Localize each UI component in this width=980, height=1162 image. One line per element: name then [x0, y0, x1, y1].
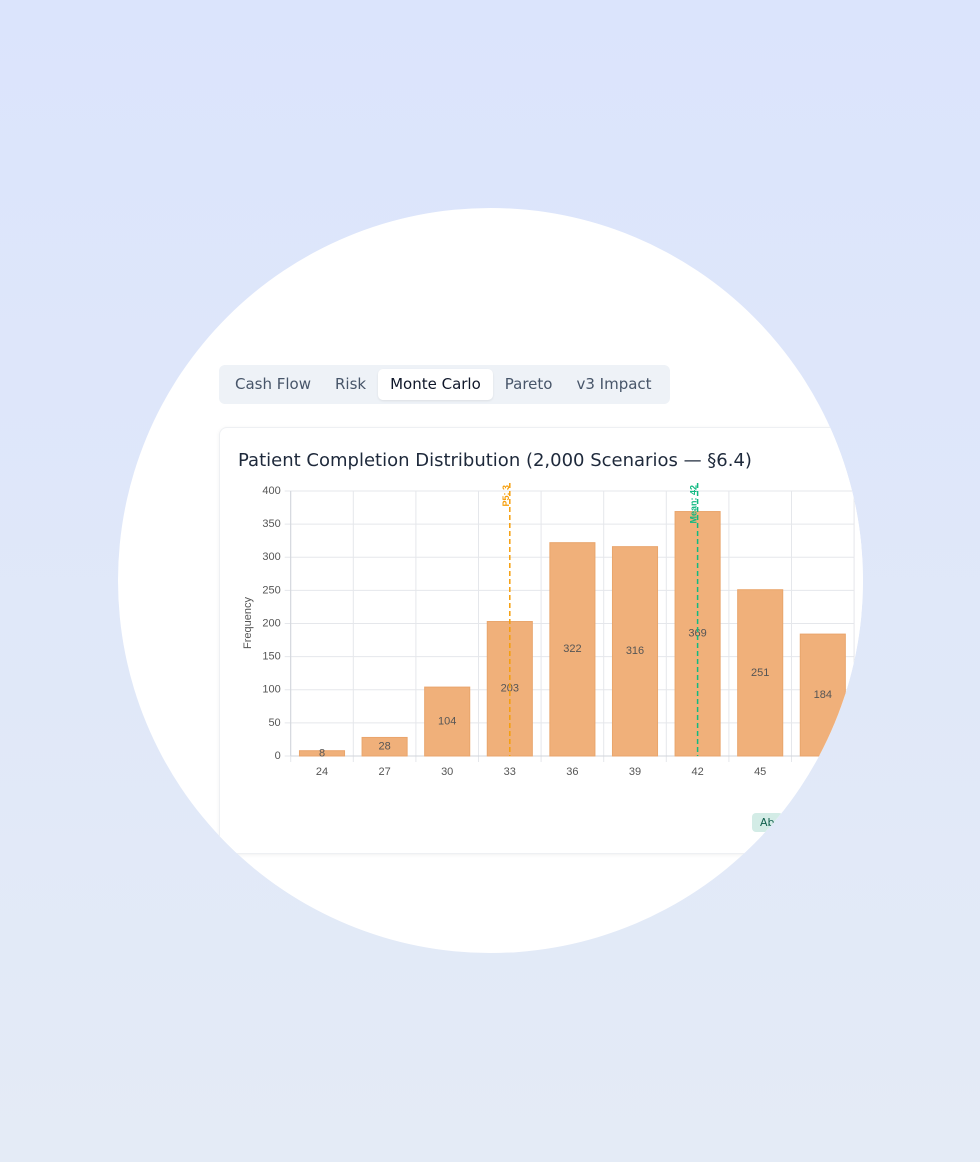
bar [298, 750, 346, 757]
bar [549, 542, 596, 757]
y-tick-label: 150 [262, 651, 280, 663]
data-label: 369 [688, 628, 706, 640]
x-tick-label: 30 [441, 766, 453, 778]
y-tick-label: 300 [262, 551, 280, 563]
bar [361, 736, 408, 757]
y-tick-label: 250 [262, 584, 280, 596]
x-tick-label: 24 [316, 766, 328, 778]
spotlight: Cash Flow Risk Monte Carlo Pareto v3 Impact … [118, 208, 863, 953]
y-axis-label: Frequency [242, 597, 254, 649]
y-tick-label: 200 [262, 617, 280, 629]
x-tick-label: 39 [629, 766, 641, 778]
x-tick-label: 42 [691, 766, 703, 778]
x-tick-label: 33 [504, 766, 516, 778]
chart-title: Patient Completion Distribution (2,000 S… [238, 450, 752, 471]
tab[interactable]: v3 Impact [576, 375, 652, 393]
data-label: 104 [438, 715, 456, 727]
annotation-label: Mean: 42 [689, 485, 699, 524]
bar [424, 686, 471, 757]
tab[interactable]: Cash Flow [235, 375, 311, 393]
data-label: 28 [378, 741, 390, 753]
x-tick-label: 27 [378, 766, 390, 778]
annotation-label: P5: 3 [501, 485, 511, 507]
x-tick-label: 45 [754, 766, 766, 778]
bar [611, 546, 659, 757]
bar [799, 633, 846, 757]
data-label: 8 [319, 747, 325, 759]
badge[interactable]: Ab [752, 813, 783, 832]
tab[interactable]: Monte Carlo [378, 369, 493, 400]
x-tick-label: 36 [566, 766, 578, 778]
data-label: 316 [626, 645, 644, 657]
y-tick-label: 100 [262, 684, 280, 696]
y-tick-label: 400 [262, 485, 280, 497]
y-tick-label: 350 [262, 518, 280, 530]
app: Cash Flow Risk Monte Carlo Pareto v3 Impact … [118, 208, 863, 953]
data-label: 251 [751, 667, 769, 679]
data-label: 322 [563, 643, 581, 655]
tab[interactable]: Risk [335, 375, 367, 393]
y-tick-label: 50 [268, 717, 280, 729]
data-label: 184 [814, 689, 832, 701]
tab-bar: Cash Flow Risk Monte Carlo Pareto v3 Impact [219, 365, 670, 404]
chart: Patient Completion Distribution (2,000 S… [238, 450, 855, 778]
y-tick-label: 0 [275, 750, 281, 762]
bar [737, 589, 784, 757]
tab[interactable]: Pareto [504, 375, 553, 393]
data-label: 203 [501, 683, 519, 695]
